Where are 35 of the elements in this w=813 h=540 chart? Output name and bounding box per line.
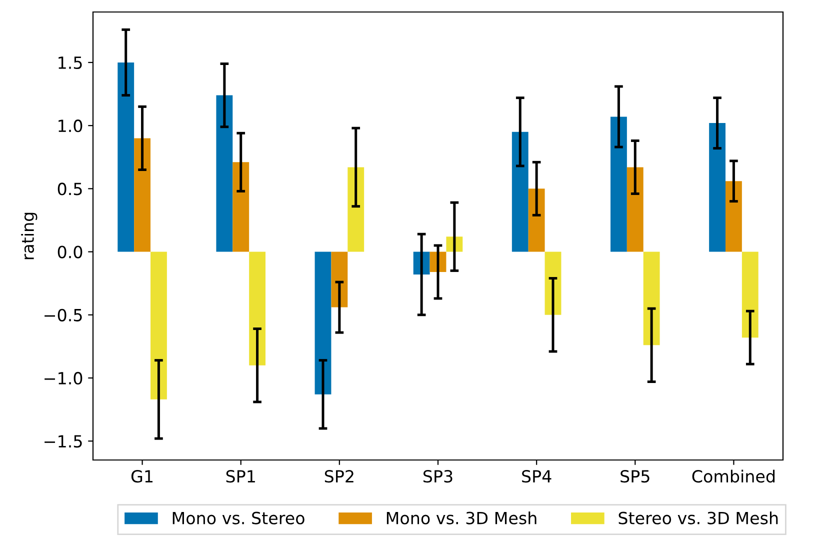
bar xyxy=(512,132,528,252)
bar xyxy=(134,138,150,252)
y-tick-label: −1.5 xyxy=(44,435,82,448)
x-tick-label: SP2 xyxy=(324,470,354,483)
bar xyxy=(643,252,660,346)
y-tick-label: 0.0 xyxy=(58,246,82,258)
bar xyxy=(331,252,348,308)
bar xyxy=(742,252,758,338)
y-axis-title: rating xyxy=(21,212,38,260)
bar xyxy=(150,252,167,400)
x-tick-label: Combined xyxy=(692,470,775,483)
legend-label: Mono vs. 3D Mesh xyxy=(386,511,536,524)
legend-label: Mono vs. Stereo xyxy=(172,512,304,524)
bar xyxy=(249,252,266,366)
bar xyxy=(709,123,726,252)
bar xyxy=(232,162,250,252)
x-tick-label: SP1 xyxy=(226,470,255,483)
y-tick-label: 0.5 xyxy=(58,182,82,196)
x-tick-label: SP3 xyxy=(423,470,452,483)
y-tick-label: −1.0 xyxy=(44,372,82,385)
x-tick-label: SP5 xyxy=(620,470,650,483)
x-tick-label: SP4 xyxy=(522,470,552,483)
bar xyxy=(726,181,742,252)
x-tick-label: G1 xyxy=(131,470,153,483)
bar xyxy=(216,95,233,252)
bar xyxy=(528,188,545,252)
y-tick-label: −0.5 xyxy=(44,308,82,322)
legend-label: Stereo vs. 3D Mesh xyxy=(618,511,778,524)
bar xyxy=(610,116,627,252)
y-tick-label: 1.0 xyxy=(58,120,82,132)
bar xyxy=(314,252,332,394)
bar xyxy=(118,62,134,252)
bar xyxy=(626,167,644,252)
y-tick-label: 1.5 xyxy=(58,56,82,70)
bar xyxy=(348,167,364,252)
